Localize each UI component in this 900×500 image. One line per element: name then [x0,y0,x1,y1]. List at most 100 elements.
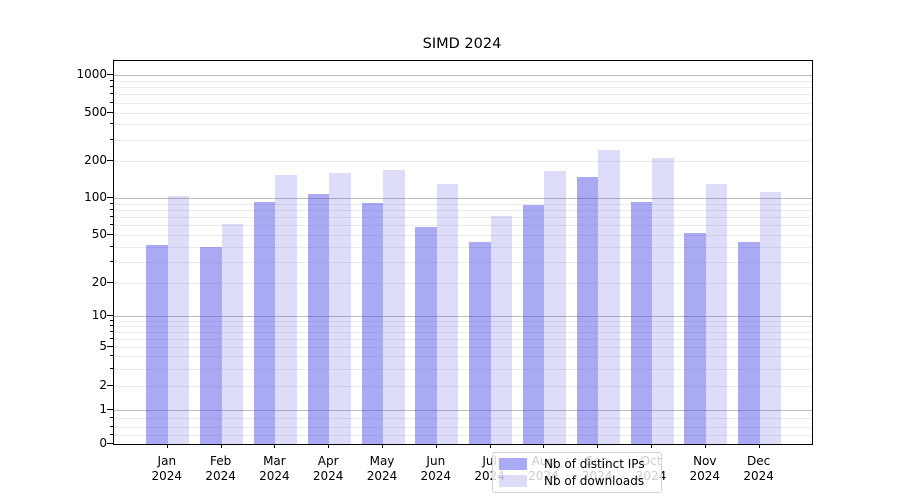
gridline-0.5 [114,426,812,428]
y-axis-tick-label-2: 2 [99,378,107,392]
legend-label-downloads: Nb of downloads [544,473,645,488]
gridline-100 [114,198,812,199]
bar-distinct-ips-feb [200,246,222,444]
y-tick-mark-0 [107,442,113,444]
bar-distinct-ips-mar [253,201,276,444]
y-minor-tick-mark-500 [110,111,113,113]
y-minor-tick-mark-600 [110,101,113,103]
x-axis-tick-label-nov: Nov 2024 [689,454,721,483]
chart-title: SIMD 2024 [422,36,502,52]
y-minor-tick-mark-4 [110,355,113,357]
gridline-900 [114,80,812,82]
bar-downloads-may [383,170,405,444]
plot-area: Nb of distinct IPs Nb of downloads [113,60,813,493]
y-tick-mark-100 [107,197,113,198]
gridline-6 [114,338,812,340]
y-minor-tick-mark-2 [110,385,113,386]
y-axis-tick-label-200: 200 [84,153,107,167]
y-minor-tick-mark-5 [110,346,113,347]
bar-distinct-ips-sep [576,177,599,444]
y-minor-tick-mark-60 [110,224,113,226]
x-tick-mark-apr [328,444,330,448]
y-axis-tick-label-1000: 1000 [76,67,107,81]
y-minor-tick-mark-6 [110,337,113,339]
gridline-20 [114,282,812,284]
y-axis-tick-label-10: 10 [91,308,107,322]
x-axis-tick-label-mar: Mar 2024 [259,454,290,483]
bar-distinct-ips-apr [307,193,330,444]
gridline-700 [114,94,812,96]
bar-downloads-apr [329,172,351,444]
y-minor-tick-mark-30 [110,260,113,262]
gridline-7 [114,331,812,333]
gridline-9 [114,320,812,322]
y-minor-tick-mark-0.5 [110,425,113,427]
x-tick-mark-jun [435,444,437,448]
y-axis-tick-label-0: 0 [99,435,107,450]
gridline-600 [114,102,812,104]
legend: Nb of distinct IPs Nb of downloads [492,452,662,493]
x-tick-mark-sep [597,444,599,448]
x-tick-mark-dec [758,444,760,448]
x-tick-mark-jan [166,444,168,448]
x-axis-tick-label-jan: Jan 2024 [151,454,183,483]
x-axis-tick-label-feb: Feb 2024 [205,454,236,483]
bar-downloads-mar [275,174,297,444]
bar-distinct-ips-nov [684,232,706,444]
y-minor-tick-mark-7 [110,330,113,332]
x-axis-tick-label-dec: Dec 2024 [743,454,774,483]
y-minor-tick-mark-0.75 [110,417,113,419]
bar-downloads-dec [759,191,782,444]
x-axis-tick-label-apr: Apr 2024 [312,454,344,483]
x-axis-tick-label-may: May 2024 [366,454,398,483]
bar-downloads-feb [221,223,244,444]
gridline-10 [114,316,812,317]
y-axis-tick-label-500: 500 [84,104,107,119]
legend-swatch-downloads [499,474,527,487]
legend-label-distinct-ips: Nb of distinct IPs [544,457,645,472]
bar-distinct-ips-jun [415,227,437,444]
bar-distinct-ips-aug [522,204,545,444]
gridline-40 [114,246,812,248]
y-minor-tick-mark-900 [110,79,113,81]
bar-downloads-jul [490,216,513,444]
y-tick-mark-1000 [107,74,113,75]
bar-downloads-aug [544,171,566,444]
gridline-1000 [114,75,812,76]
legend-item-downloads: Nb of downloads [499,474,653,488]
gridline-80 [114,209,812,211]
y-minor-tick-mark-0.25 [110,434,113,436]
y-minor-tick-mark-50 [110,234,113,235]
gridline-200 [114,161,812,162]
bar-downloads-jun [436,183,459,444]
x-tick-mark-jul [489,444,491,448]
y-minor-tick-mark-700 [110,93,113,95]
y-minor-tick-mark-70 [110,216,113,218]
bar-distinct-ips-may [361,203,383,444]
gridline-5 [114,347,812,348]
legend-item-distinct-ips: Nb of distinct IPs [499,457,653,471]
y-axis-tick-label-5: 5 [99,339,107,353]
x-tick-mark-aug [543,444,545,448]
y-axis-tick-label-20: 20 [91,274,107,289]
x-tick-mark-oct [651,444,652,448]
gridline-4 [114,356,812,358]
y-tick-mark-10 [107,315,113,316]
gridline-300 [114,139,812,141]
gridline-70 [114,217,812,219]
y-minor-tick-mark-300 [110,138,113,140]
gridline-50 [114,235,812,236]
x-tick-mark-nov [704,444,706,448]
y-minor-tick-mark-3 [110,367,113,369]
gridline-2 [114,386,812,387]
x-tick-mark-mar [274,444,276,448]
y-axis-tick-label-100: 100 [84,190,107,204]
gridline-0.75 [114,418,812,420]
y-minor-tick-mark-20 [110,281,113,283]
y-minor-tick-mark-200 [110,160,113,161]
gridline-30 [114,261,812,263]
y-minor-tick-mark-80 [110,208,113,210]
y-minor-tick-mark-9 [110,319,113,321]
bar-downloads-oct [652,158,674,444]
